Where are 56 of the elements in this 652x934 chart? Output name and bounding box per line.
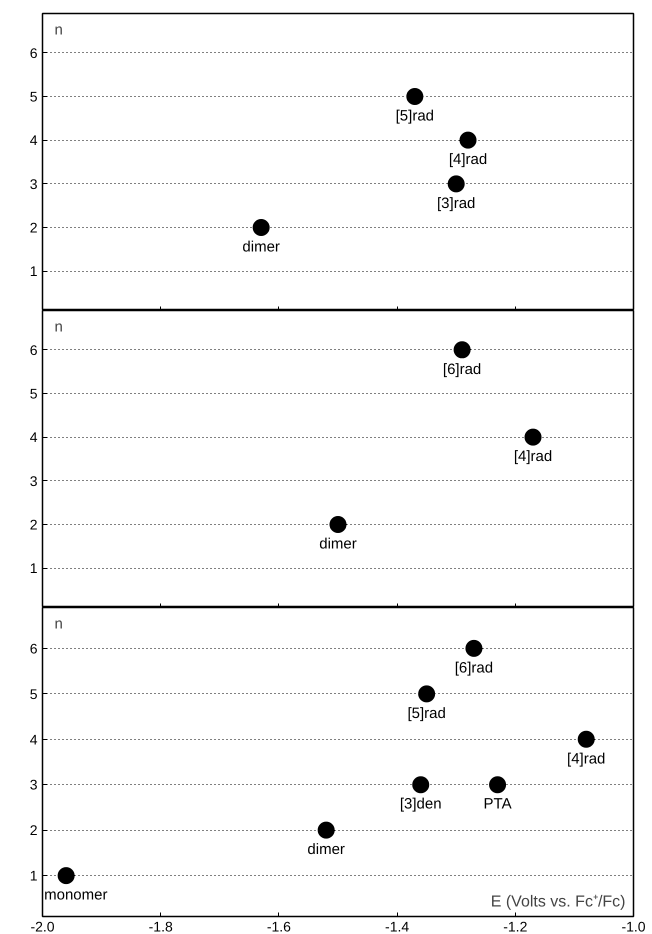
point xyxy=(58,867,75,884)
y-axis-title: n xyxy=(54,22,63,38)
annotation: [6]rad xyxy=(454,659,494,676)
x-tick-label: -1.6 xyxy=(266,918,292,934)
y-tick-label: 2 xyxy=(30,220,38,236)
y-tick-label: 6 xyxy=(30,342,38,358)
annotation: monomer xyxy=(44,886,108,904)
x-tick-label: -1.0 xyxy=(621,918,646,934)
x-tick-label: -1.8 xyxy=(148,918,173,934)
annotation: dimer xyxy=(242,238,280,256)
annotation: PTA xyxy=(484,796,512,813)
point xyxy=(465,640,482,657)
point xyxy=(252,219,270,236)
annotation: [4]rad xyxy=(448,151,488,168)
annotation: [6]rad xyxy=(442,360,482,378)
point xyxy=(448,175,465,192)
y-tick-label: 4 xyxy=(30,429,38,446)
y-tick-label: 3 xyxy=(30,176,38,192)
y-tick-label: 1 xyxy=(30,560,38,576)
y-tick-label: 3 xyxy=(30,472,38,489)
y-tick-label: 4 xyxy=(30,731,38,748)
point xyxy=(578,730,595,748)
y-tick-label: 2 xyxy=(30,822,38,838)
annotation: [3]rad xyxy=(437,194,476,212)
y-tick-label: 4 xyxy=(30,132,38,148)
point xyxy=(318,822,335,839)
point xyxy=(524,428,542,446)
y-tick-label: 5 xyxy=(30,686,38,702)
x-axis-title: E (Volts vs. Fc⁺/Fc) xyxy=(490,894,626,910)
point xyxy=(412,776,430,794)
y-tick-label: 2 xyxy=(30,516,38,533)
x-tick-label: -2.0 xyxy=(30,918,55,934)
point xyxy=(330,516,346,533)
annotation: [4]rad xyxy=(567,750,606,768)
point xyxy=(460,132,477,149)
x-tick-label: -1.2 xyxy=(503,918,528,934)
annotation: [4]rad xyxy=(514,448,552,466)
y-tick-label: 3 xyxy=(30,776,38,793)
annotation: [3]den xyxy=(400,796,442,813)
y-tick-label: 5 xyxy=(30,88,38,104)
annotation: [5]rad xyxy=(396,107,434,124)
y-tick-label: 1 xyxy=(30,868,38,884)
y-axis-title: n xyxy=(54,318,63,336)
point xyxy=(406,88,424,105)
y-tick-label: 5 xyxy=(30,385,38,402)
y-axis-title: n xyxy=(54,616,63,632)
y-tick-label: 6 xyxy=(30,44,38,61)
point xyxy=(454,341,471,358)
x-tick-label: -1.4 xyxy=(385,918,410,934)
annotation: dimer xyxy=(307,841,345,858)
point xyxy=(418,685,436,702)
annotation: dimer xyxy=(319,536,357,553)
point xyxy=(489,776,506,794)
y-tick-label: 6 xyxy=(30,640,38,656)
annotation: [5]rad xyxy=(407,704,446,722)
y-tick-label: 1 xyxy=(30,263,38,280)
